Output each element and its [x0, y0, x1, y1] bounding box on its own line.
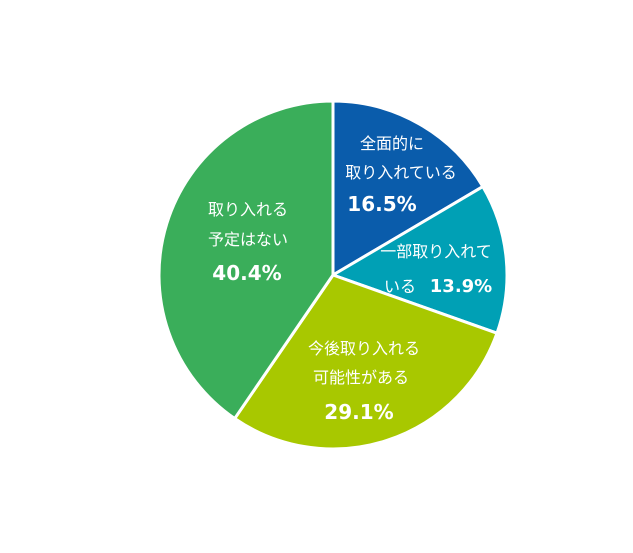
slice-label-line: 一部取り入れて	[380, 242, 492, 261]
slice-value-label: 29.1%	[324, 400, 393, 424]
pie-slice-4	[157, 99, 335, 421]
slice-label-line: 今後取り入れる	[308, 339, 420, 358]
slice-label-line: いる	[384, 277, 416, 296]
slice-label-line: 全面的に	[360, 134, 424, 153]
slice-label-line: 予定はない	[208, 230, 288, 249]
pie-slice-1	[331, 99, 485, 277]
slice-label-line: 可能性がある	[313, 368, 409, 387]
pie-slice-3	[233, 273, 499, 451]
slice-value-label: 13.9%	[430, 276, 492, 297]
slice-label-line: 取り入れる	[208, 200, 288, 219]
pie-slice-2	[331, 185, 509, 335]
slice-label-line: 取り入れている	[345, 163, 457, 182]
slice-value-label: 16.5%	[347, 192, 416, 216]
slice-value-label: 40.4%	[212, 261, 281, 285]
